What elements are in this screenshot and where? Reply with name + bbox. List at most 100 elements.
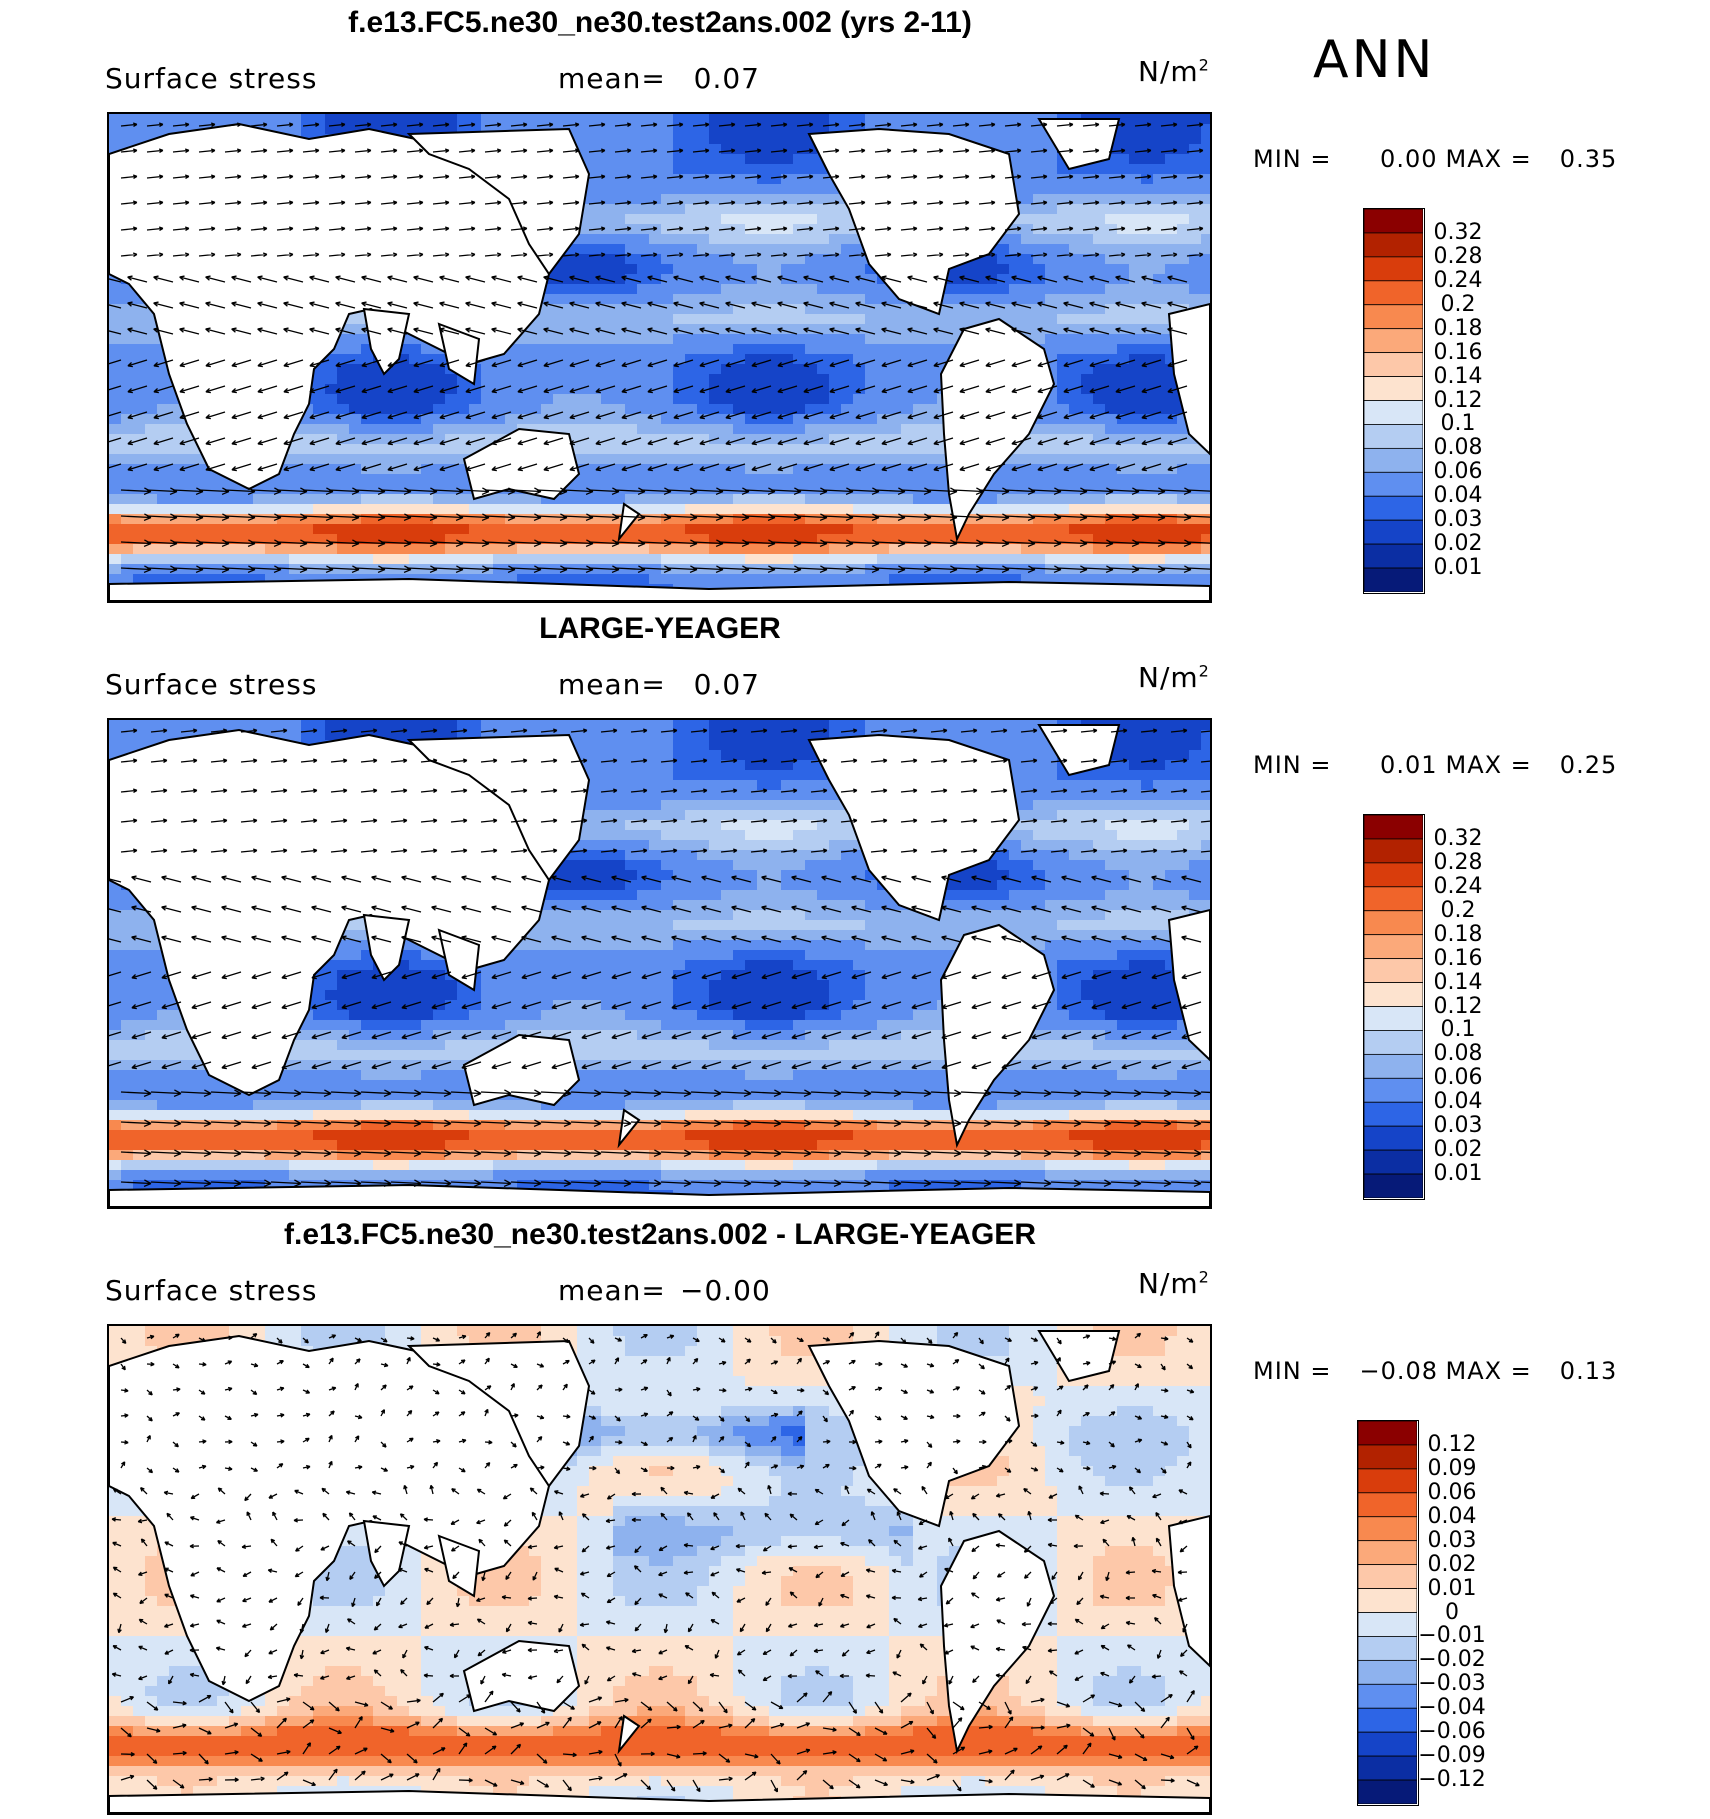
- mean-label: mean=: [558, 62, 666, 95]
- colorbar-level-label: 0.16: [1433, 339, 1483, 365]
- colorbar-level-label: 0.06: [1433, 1065, 1483, 1091]
- colorbar-level-label: 0.1: [1440, 411, 1476, 437]
- coastline: [406, 733, 591, 882]
- colorbar-swatch: [1358, 1779, 1417, 1804]
- map-svg: [109, 1326, 1210, 1813]
- colorbar-level-label: 0.02: [1427, 1551, 1477, 1577]
- coastline: [437, 322, 481, 386]
- colorbar-level-label: 0.24: [1433, 873, 1483, 899]
- units-label: N/m2: [1138, 1267, 1210, 1300]
- colorbar-level-label: 0.06: [1433, 459, 1483, 485]
- coastline: [939, 923, 1056, 1149]
- colorbar-level-label: 0.14: [1433, 363, 1483, 389]
- colorbar-level-label: 0.08: [1433, 435, 1483, 461]
- colorbar-level-label: −0.09: [1418, 1743, 1486, 1769]
- coastline: [406, 127, 591, 276]
- colorbar-level-label: 0.01: [1427, 1575, 1477, 1601]
- coastline: [617, 1714, 641, 1755]
- continents: [109, 1330, 1210, 1813]
- colorbar-level-label: −0.01: [1418, 1623, 1486, 1649]
- colorbar-level-label: 0.04: [1433, 483, 1483, 509]
- colorbar-level-label: 0.02: [1433, 531, 1483, 557]
- coastline: [362, 1519, 411, 1588]
- mean-label: mean=: [558, 1274, 666, 1307]
- map-panel: [107, 112, 1212, 603]
- stress-vectors: [109, 122, 1210, 574]
- units-label: N/m2: [1138, 55, 1210, 88]
- colorbar-level-label: −0.12: [1418, 1767, 1486, 1793]
- coastline: [1167, 908, 1210, 1062]
- colorbar-level-label: −0.02: [1418, 1647, 1486, 1673]
- colorbar-level-label: 0.32: [1433, 219, 1483, 245]
- panel-title: LARGE-YEAGER: [539, 612, 781, 645]
- min-max-readout: MIN = 0.01 MAX = 0.25: [1253, 751, 1618, 779]
- stress-vectors: [111, 1331, 1200, 1793]
- colorbar-level-label: 0.1: [1440, 1017, 1476, 1043]
- colorbar-level-label: 0: [1445, 1599, 1459, 1625]
- coastline: [807, 1339, 1021, 1528]
- colorbar-level-label: 0.01: [1433, 1161, 1483, 1187]
- colorbar-level-label: 0.18: [1433, 921, 1483, 947]
- colorbar-level-label: 0.16: [1433, 945, 1483, 971]
- map-panel: [107, 718, 1212, 1209]
- coastline: [109, 1183, 1210, 1207]
- stress-vectors: [109, 728, 1210, 1188]
- colorbar-level-label: 0.12: [1427, 1431, 1477, 1457]
- colorbar-level-label: 0.28: [1433, 243, 1483, 269]
- colorbar: [1357, 1420, 1419, 1806]
- mean-value: 0.07: [693, 668, 760, 701]
- colorbar-level-label: 0.03: [1433, 1113, 1483, 1139]
- colorbar-level-label: −0.06: [1418, 1719, 1486, 1745]
- season-label: ANN: [1313, 30, 1436, 90]
- colorbar-level-label: 0.28: [1433, 849, 1483, 875]
- variable-label: Surface stress: [105, 62, 318, 95]
- map-svg: [109, 720, 1210, 1207]
- colorbar-level-label: 0.06: [1427, 1479, 1477, 1505]
- mean-label: mean=: [558, 668, 666, 701]
- coastline: [939, 1529, 1056, 1755]
- coastline: [362, 913, 411, 982]
- colorbar-level-label: 0.01: [1433, 555, 1483, 581]
- colorbar-level-label: 0.2: [1440, 291, 1476, 317]
- coastline: [109, 1789, 1210, 1813]
- min-max-readout: MIN = −0.08 MAX = 0.13: [1253, 1357, 1618, 1385]
- panel-title: f.e13.FC5.ne30_ne30.test2ans.002 (yrs 2-…: [348, 6, 972, 39]
- colorbar: [1363, 208, 1425, 594]
- coastline: [462, 427, 581, 501]
- colorbar-level-label: 0.24: [1433, 267, 1483, 293]
- colorbar-level-label: 0.03: [1433, 507, 1483, 533]
- variable-label: Surface stress: [105, 1274, 318, 1307]
- colorbar-level-label: 0.12: [1433, 993, 1483, 1019]
- map-svg: [109, 114, 1210, 601]
- coastline: [437, 1534, 481, 1598]
- coastline: [807, 733, 1021, 922]
- coastline: [617, 502, 641, 543]
- coastline: [109, 577, 1210, 601]
- colorbar-level-label: 0.2: [1440, 897, 1476, 923]
- colorbar-level-label: 0.18: [1433, 315, 1483, 341]
- mean-value: 0.07: [693, 62, 760, 95]
- colorbar-level-label: 0.02: [1433, 1137, 1483, 1163]
- colorbar-swatch: [1364, 1173, 1423, 1198]
- colorbar-level-label: −0.03: [1418, 1671, 1486, 1697]
- variable-label: Surface stress: [105, 668, 318, 701]
- colorbar-level-label: 0.12: [1433, 387, 1483, 413]
- colorbar-level-label: 0.04: [1427, 1503, 1477, 1529]
- coastline: [617, 1108, 641, 1149]
- units-label: N/m2: [1138, 661, 1210, 694]
- colorbar-level-label: 0.14: [1433, 969, 1483, 995]
- map-panel: [107, 1324, 1212, 1815]
- colorbar-level-label: 0.09: [1427, 1455, 1477, 1481]
- colorbar-level-label: 0.08: [1433, 1041, 1483, 1067]
- mean-value: −0.00: [680, 1274, 771, 1307]
- coastline: [1167, 1514, 1210, 1668]
- coastline: [1037, 724, 1121, 777]
- coastline: [406, 1339, 591, 1488]
- coastline: [939, 317, 1056, 543]
- colorbar-level-label: 0.04: [1433, 1089, 1483, 1115]
- colorbar: [1363, 814, 1425, 1200]
- colorbar-swatch: [1364, 567, 1423, 592]
- coastline: [1037, 1330, 1121, 1383]
- min-max-readout: MIN = 0.00 MAX = 0.35: [1253, 145, 1618, 173]
- colorbar-level-label: −0.04: [1418, 1695, 1486, 1721]
